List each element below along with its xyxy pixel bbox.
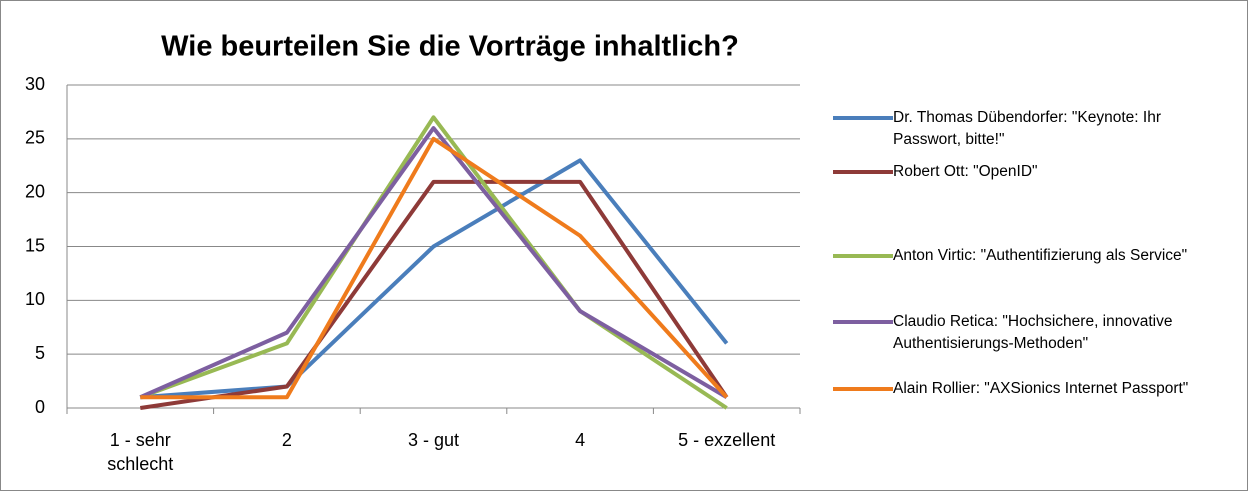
y-tick-label: 15 xyxy=(25,235,45,255)
legend-label: Alain Rollier: "AXSionics Internet Passp… xyxy=(893,380,1189,397)
x-tick-label: 1 - sehr schlecht xyxy=(107,430,174,474)
series-line xyxy=(139,126,728,400)
x-tick-label: 4 xyxy=(575,430,586,450)
series-line xyxy=(140,136,729,400)
x-tick-label: 5 - exzellent xyxy=(678,430,776,450)
x-tick-label: 3 - gut xyxy=(407,430,460,450)
chart-title: Wie beurteilen Sie die Vorträge inhaltli… xyxy=(161,31,739,63)
legend-label: Anton Virtic: "Authentifizierung als Ser… xyxy=(893,247,1188,264)
y-tick-label: 5 xyxy=(35,343,45,363)
series-line xyxy=(140,158,729,400)
legend-label: Dr. Thomas Dübendorfer: "Keynote: Ihr Pa… xyxy=(893,109,1161,148)
legend-label: Claudio Retica: "Hochsichere, innovative… xyxy=(893,313,1173,352)
series-line xyxy=(140,179,729,410)
series-line xyxy=(139,115,728,410)
y-tick-label: 20 xyxy=(25,181,45,201)
y-tick-label: 0 xyxy=(35,397,45,417)
x-tick-label: 2 xyxy=(281,430,292,450)
y-tick-label: 25 xyxy=(25,128,45,148)
y-tick-label: 30 xyxy=(25,74,45,94)
y-tick-label: 10 xyxy=(25,289,45,309)
legend-label: Robert Ott: "OpenID" xyxy=(893,163,1038,180)
